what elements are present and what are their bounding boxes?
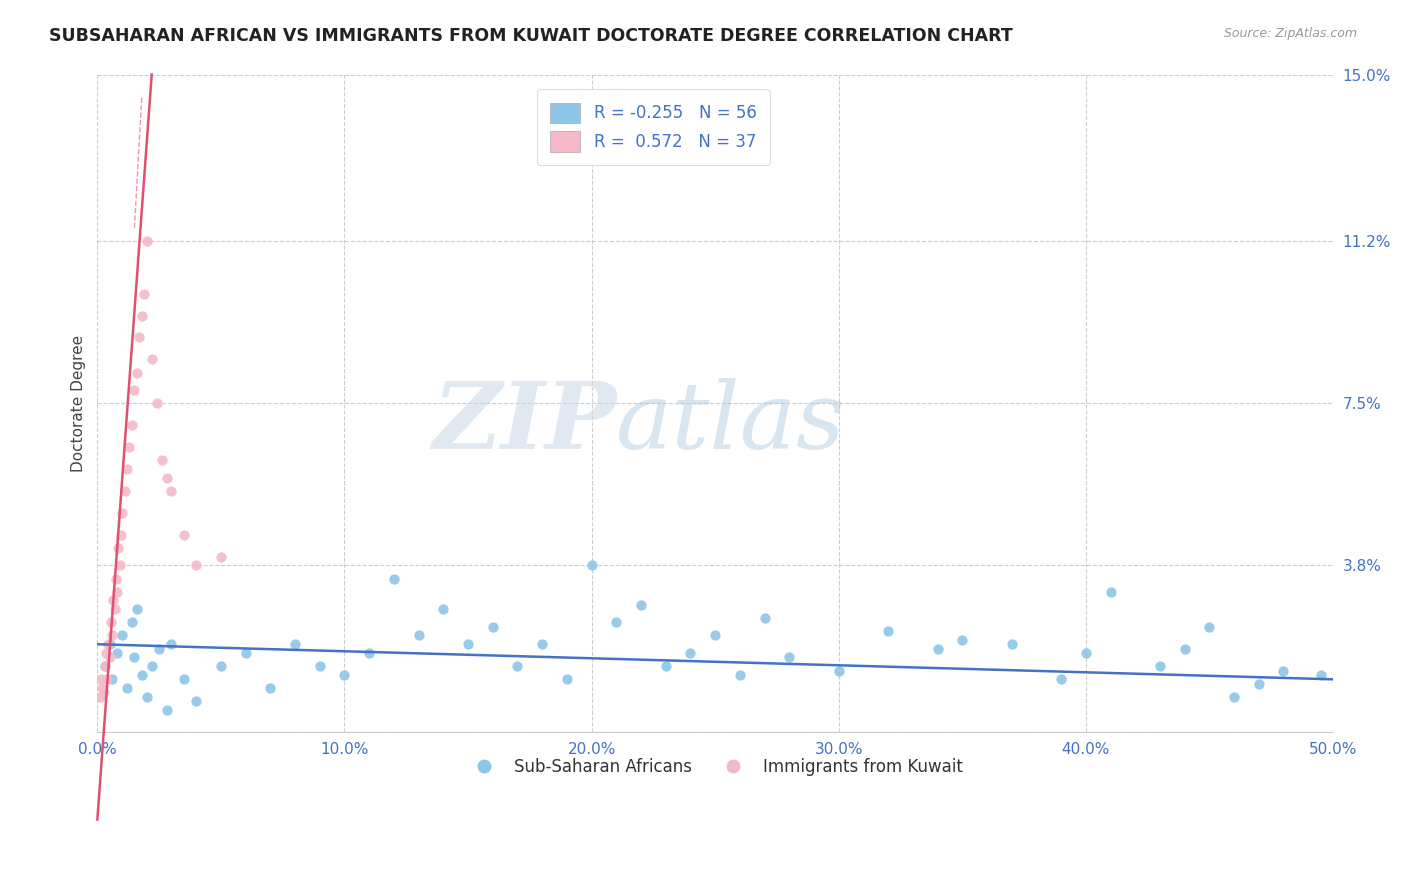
Legend: Sub-Saharan Africans, Immigrants from Kuwait: Sub-Saharan Africans, Immigrants from Ku…: [460, 751, 970, 783]
Y-axis label: Doctorate Degree: Doctorate Degree: [72, 334, 86, 472]
Point: [104, 602, 127, 616]
Point: [148, 641, 170, 656]
Point: [284, 637, 307, 651]
Point: [145, 396, 167, 410]
Point: [186, 558, 208, 573]
Point: [160, 483, 183, 498]
Point: [98, 637, 121, 651]
Point: [1149, 659, 1171, 673]
Text: SUBSAHARAN AFRICAN VS IMMIGRANTS FROM KUWAIT DOCTORATE DEGREE CORRELATION CHART: SUBSAHARAN AFRICAN VS IMMIGRANTS FROM KU…: [49, 27, 1012, 45]
Text: Source: ZipAtlas.com: Source: ZipAtlas.com: [1223, 27, 1357, 40]
Text: atlas: atlas: [616, 378, 846, 468]
Point: [150, 453, 173, 467]
Point: [90, 673, 112, 687]
Point: [89, 690, 111, 704]
Point: [531, 637, 554, 651]
Point: [121, 615, 143, 630]
Point: [186, 694, 208, 708]
Point: [457, 637, 479, 651]
Point: [96, 673, 118, 687]
Point: [630, 598, 652, 612]
Point: [135, 690, 157, 704]
Point: [605, 615, 627, 630]
Point: [506, 659, 529, 673]
Point: [235, 646, 257, 660]
Point: [124, 650, 146, 665]
Point: [128, 330, 150, 344]
Point: [1074, 646, 1097, 660]
Text: ZIP: ZIP: [432, 378, 616, 468]
Point: [1309, 668, 1331, 682]
Point: [141, 352, 163, 367]
Point: [209, 549, 232, 564]
Point: [1198, 620, 1220, 634]
Point: [110, 527, 132, 541]
Point: [118, 440, 141, 454]
Point: [555, 673, 578, 687]
Point: [111, 506, 134, 520]
Point: [654, 659, 676, 673]
Point: [728, 668, 751, 682]
Point: [124, 383, 146, 397]
Point: [308, 659, 330, 673]
Point: [121, 418, 143, 433]
Point: [111, 628, 134, 642]
Point: [94, 659, 117, 673]
Point: [100, 615, 122, 630]
Point: [679, 646, 702, 660]
Point: [101, 673, 124, 687]
Point: [94, 659, 117, 673]
Point: [125, 366, 148, 380]
Point: [259, 681, 281, 695]
Point: [408, 628, 430, 642]
Point: [877, 624, 900, 639]
Point: [209, 659, 232, 673]
Point: [828, 664, 851, 678]
Point: [104, 572, 127, 586]
Point: [115, 681, 138, 695]
Point: [1223, 690, 1246, 704]
Point: [754, 611, 776, 625]
Point: [114, 483, 136, 498]
Point: [927, 641, 949, 656]
Point: [1174, 641, 1197, 656]
Point: [1099, 584, 1122, 599]
Point: [155, 703, 177, 717]
Point: [1272, 664, 1295, 678]
Point: [107, 541, 129, 555]
Point: [1050, 673, 1073, 687]
Point: [94, 646, 117, 660]
Point: [91, 681, 114, 695]
Point: [93, 685, 115, 699]
Point: [134, 286, 156, 301]
Point: [432, 602, 454, 616]
Point: [105, 584, 128, 599]
Point: [141, 659, 163, 673]
Point: [105, 646, 128, 660]
Point: [101, 628, 124, 642]
Point: [481, 620, 503, 634]
Point: [382, 572, 405, 586]
Point: [1001, 637, 1024, 651]
Point: [359, 646, 381, 660]
Point: [108, 558, 131, 573]
Point: [333, 668, 356, 682]
Point: [98, 650, 121, 665]
Point: [97, 637, 120, 651]
Point: [160, 637, 183, 651]
Point: [131, 309, 153, 323]
Point: [115, 462, 138, 476]
Point: [135, 234, 157, 248]
Point: [131, 668, 153, 682]
Point: [103, 593, 125, 607]
Point: [155, 471, 177, 485]
Point: [950, 632, 973, 647]
Point: [173, 527, 195, 541]
Point: [704, 628, 727, 642]
Point: [173, 673, 195, 687]
Point: [581, 558, 603, 573]
Point: [125, 602, 148, 616]
Point: [778, 650, 800, 665]
Point: [1247, 676, 1270, 690]
